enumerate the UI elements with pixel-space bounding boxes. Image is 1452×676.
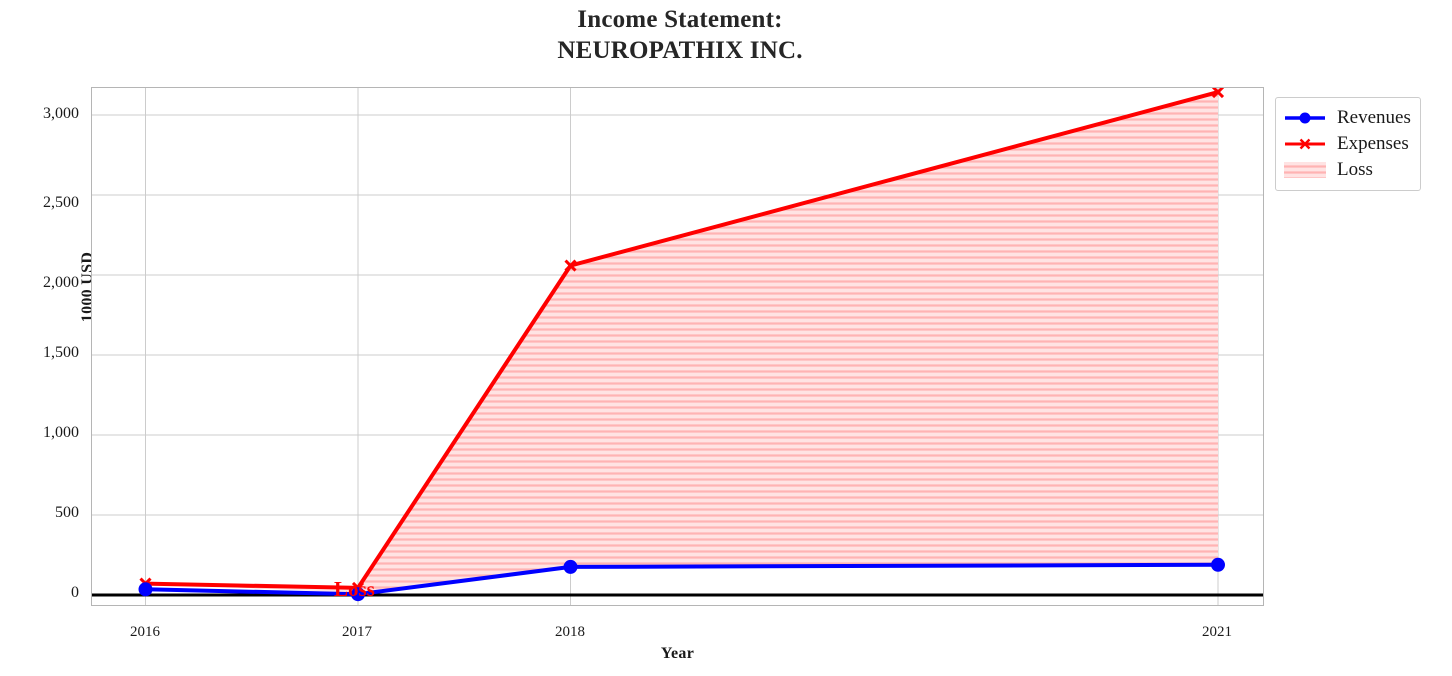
- legend-item-expenses[interactable]: Expenses: [1283, 131, 1411, 157]
- y-tick-label-500: 500: [55, 504, 79, 521]
- legend-swatch-expenses-line-marker-icon: [1283, 133, 1327, 155]
- y-tick-label-1500: 1,500: [43, 344, 79, 361]
- legend-label-expenses: Expenses: [1337, 133, 1409, 154]
- legend-swatch-revenues-line-marker-icon: [1283, 107, 1327, 129]
- legend-item-loss[interactable]: Loss: [1283, 157, 1411, 183]
- legend-label-loss: Loss: [1337, 159, 1373, 180]
- y-tick-label-1000: 1,000: [43, 424, 79, 441]
- chart-title-line-2: NEUROPATHIX INC.: [557, 37, 803, 64]
- chart-title-line-1: Income Statement:: [577, 6, 783, 33]
- chart-legend[interactable]: Revenues Expenses Loss: [1275, 97, 1421, 191]
- legend-swatch-loss-patch-icon: [1283, 159, 1327, 181]
- legend-label-revenues: Revenues: [1337, 107, 1411, 128]
- loss-annotation-label: Loss: [334, 577, 375, 601]
- y-tick-label-3000: 3,000: [43, 105, 79, 122]
- x-tick-label-2021: 2021: [1202, 624, 1232, 640]
- expenses-line: [145, 90, 1219, 590]
- plot-area: [91, 87, 1264, 606]
- chart-title: Income Statement: NEUROPATHIX INC.: [0, 4, 1360, 66]
- y-tick-label-0: 0: [71, 584, 79, 601]
- y-tick-label-2500: 2,500: [43, 194, 79, 211]
- revenues-markers: [138, 557, 1225, 602]
- revenues-line: [145, 562, 1219, 597]
- x-axis-label: Year: [660, 645, 695, 662]
- x-tick-label-2016: 2016: [130, 624, 160, 640]
- x-tick-label-2018: 2018: [555, 624, 585, 640]
- plot-canvas: [92, 88, 1263, 605]
- legend-item-revenues[interactable]: Revenues: [1283, 105, 1411, 131]
- y-tick-label-2000: 2,000: [43, 274, 79, 291]
- loss-fill-area: [145, 92, 1218, 593]
- x-tick-label-2017: 2017: [342, 624, 372, 640]
